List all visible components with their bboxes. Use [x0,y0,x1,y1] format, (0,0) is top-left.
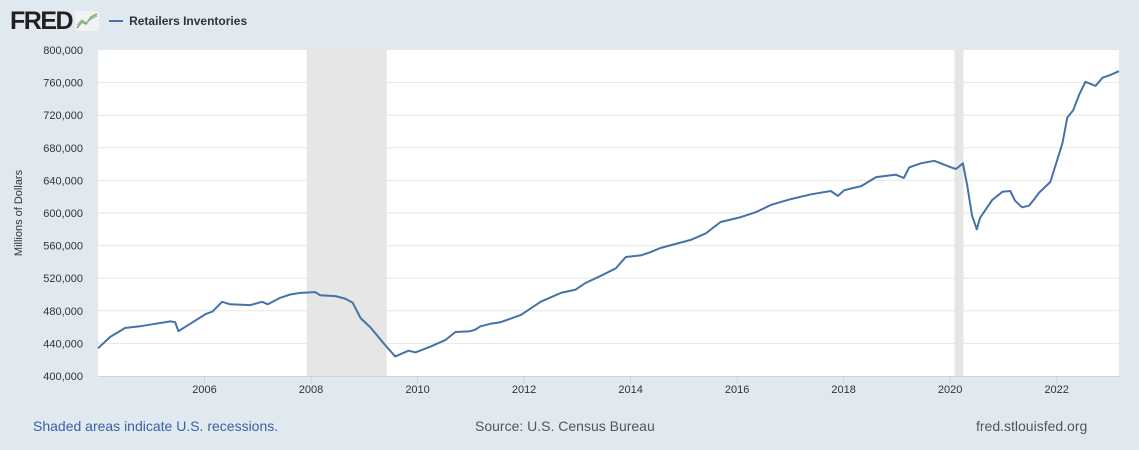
x-tick-label: 2022 [1044,384,1068,396]
y-tick-label: 680,000 [43,143,83,155]
y-tick-label: 560,000 [43,241,83,253]
x-tick-label: 2016 [725,384,749,396]
chart-line-icon [75,11,100,31]
legend-swatch [109,20,124,22]
x-tick-label: 2014 [618,384,642,396]
legend-label: Retailers Inventories [129,14,248,28]
y-tick-label: 600,000 [43,208,83,220]
x-tick-label: 2018 [831,384,855,396]
source-note: Source: U.S. Census Bureau [475,418,655,434]
fred-logo[interactable]: FRED [10,7,74,35]
y-axis: 400,000 440,000 480,000 520,000 560,000 600,0… [43,45,83,383]
y-tick-label: 800,000 [43,45,83,57]
chart-header: FRED Retailers Inventories [10,8,247,34]
site-link[interactable]: fred.stlouisfed.org [976,418,1088,434]
line-chart: 400,000 440,000 480,000 520,000 560,000 600,0… [13,45,1120,396]
x-tick-label: 2012 [512,384,536,396]
y-tick-label: 480,000 [43,306,83,318]
legend-item[interactable]: Retailers Inventories [109,14,247,28]
x-tick-label: 2008 [299,384,323,396]
x-tick-label: 2020 [938,384,962,396]
x-tick-label: 2006 [192,384,216,396]
y-axis-label: Millions of Dollars [13,169,25,256]
y-tick-label: 760,000 [43,78,83,90]
x-axis: 2006 2008 2010 2012 2014 2016 2018 2020 2022 [98,376,1119,396]
y-tick-label: 720,000 [43,110,83,122]
y-tick-label: 520,000 [43,273,83,285]
y-tick-label: 640,000 [43,175,83,187]
y-tick-label: 400,000 [43,371,83,383]
recession-note[interactable]: Shaded areas indicate U.S. recessions. [33,418,279,434]
series-line [97,70,1120,358]
y-tick-label: 440,000 [43,338,83,350]
x-tick-label: 2010 [405,384,429,396]
gridlines [98,82,1119,344]
